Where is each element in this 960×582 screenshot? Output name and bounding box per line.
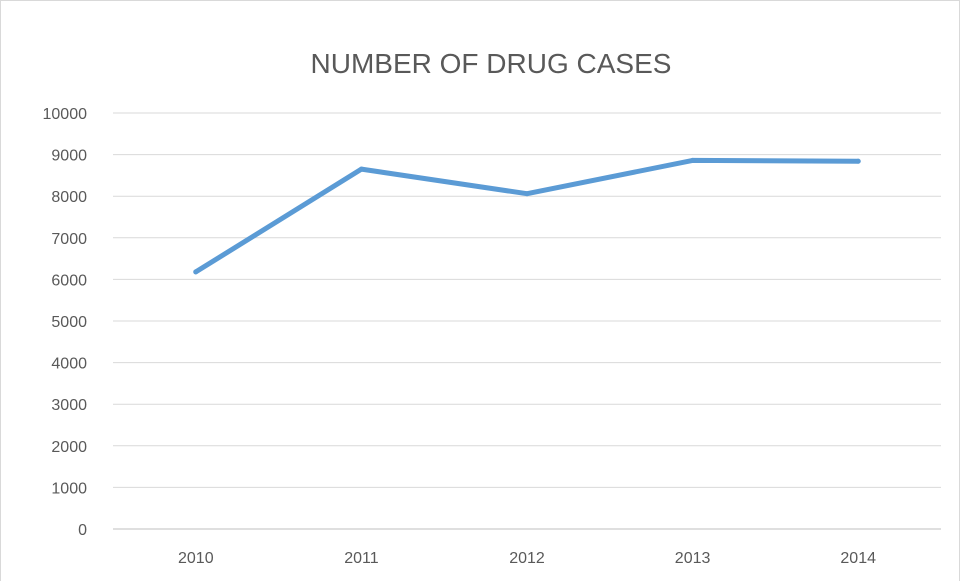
y-tick-label: 5000 — [51, 314, 87, 331]
data-point — [193, 269, 199, 275]
y-tick-label: 7000 — [51, 231, 87, 248]
y-tick-label: 3000 — [51, 397, 87, 414]
y-tick-label: 2000 — [51, 439, 87, 456]
x-tick-label: 2010 — [178, 550, 214, 567]
series-layer — [193, 157, 861, 275]
x-tick-label: 2012 — [509, 550, 545, 567]
y-tick-label: 8000 — [51, 189, 87, 206]
x-tick-label: 2013 — [675, 550, 711, 567]
chart-title: NUMBER OF DRUG CASES — [311, 48, 672, 79]
x-tick-label: 2011 — [344, 550, 379, 567]
data-point — [855, 158, 861, 164]
x-axis-ticks: 2010 2011 2012 2013 2014 — [178, 550, 876, 567]
y-tick-label: 0 — [78, 522, 87, 539]
y-tick-label: 10000 — [43, 106, 88, 123]
y-tick-label: 1000 — [51, 480, 87, 497]
series-line — [193, 157, 861, 275]
data-point — [524, 191, 530, 197]
data-point — [690, 157, 696, 163]
y-axis-ticks: 0 1000 2000 3000 4000 5000 6000 7000 8000 9000 100… — [43, 106, 88, 539]
data-point — [358, 166, 364, 172]
y-tick-label: 4000 — [51, 356, 87, 373]
y-tick-label: 9000 — [51, 148, 87, 165]
y-tick-label: 6000 — [51, 272, 87, 289]
x-tick-label: 2014 — [840, 550, 876, 567]
gridlines — [113, 112, 941, 530]
